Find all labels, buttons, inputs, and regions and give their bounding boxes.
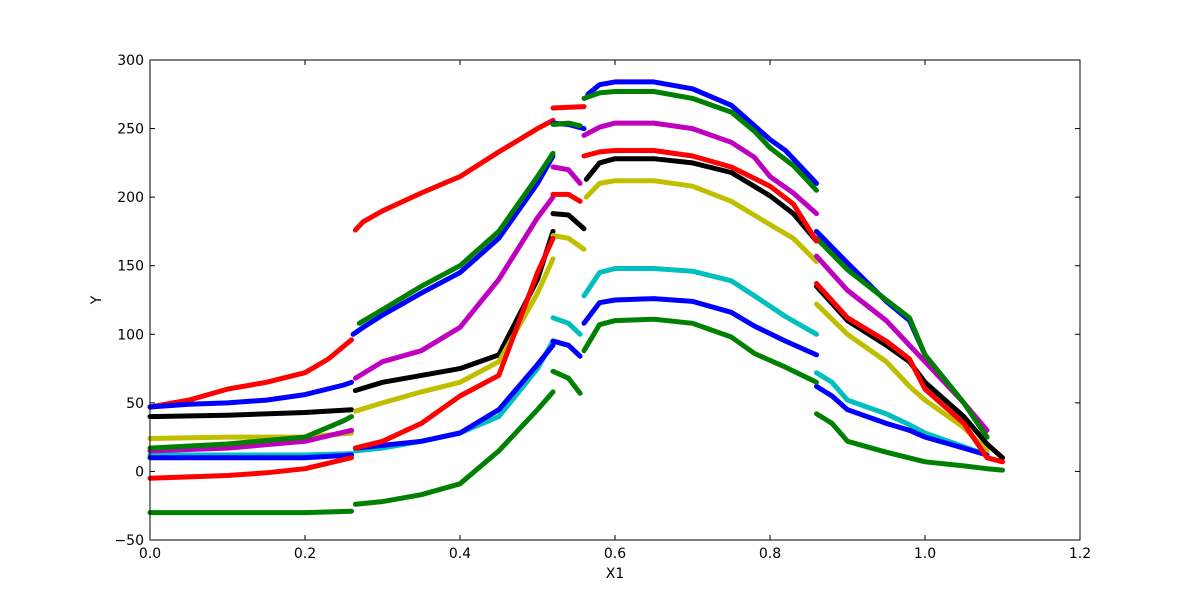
- series-segment: [550, 211, 587, 232]
- series-segment: [147, 508, 354, 516]
- series-5: [147, 120, 990, 454]
- series-segment: [814, 411, 1005, 473]
- x-tick-label: 0.8: [759, 546, 781, 562]
- x-tick-label: 0.2: [294, 546, 316, 562]
- series-segment: [814, 235, 990, 440]
- series-segment: [581, 266, 819, 337]
- series-segment: [352, 117, 556, 233]
- x-axis-label: X1: [606, 566, 625, 582]
- series-segment: [581, 148, 819, 244]
- series-segment: [583, 156, 819, 244]
- series-segment: [550, 164, 583, 186]
- x-tick-label: 0.0: [139, 546, 161, 562]
- series-segment: [550, 368, 583, 396]
- series-segment: [147, 427, 354, 454]
- y-tick-label: 100: [117, 327, 144, 343]
- y-tick-label: 200: [117, 190, 144, 206]
- series-6: [147, 89, 990, 451]
- series-segment: [352, 235, 556, 451]
- series-0: [147, 104, 587, 410]
- series-segment: [814, 281, 1005, 465]
- series-segment: [550, 338, 583, 359]
- x-tick-label: 0.6: [604, 546, 626, 562]
- series-segment: [583, 178, 819, 265]
- series-9: [147, 316, 1005, 516]
- y-tick-label: 300: [117, 53, 144, 69]
- x-tick-label: 0.4: [449, 546, 471, 562]
- series-segment: [352, 256, 556, 414]
- series-segment: [352, 389, 556, 507]
- series-segment: [585, 79, 819, 186]
- y-tick-label: −50: [114, 533, 144, 549]
- y-tick-label: 50: [126, 396, 144, 412]
- ticks-layer: 0.0 0.2 0.4 0.6 0.8 1.0 1.2 −50 0 50 100 150 200 250 3…: [114, 53, 1091, 562]
- x-tick-label: 1.2: [1069, 546, 1091, 562]
- series-segment: [581, 296, 819, 358]
- x-tick-label: 1.0: [914, 546, 936, 562]
- series-segment: [550, 120, 583, 129]
- series-segment: [550, 191, 583, 204]
- y-tick-label: 0: [135, 464, 144, 480]
- series-segment: [147, 379, 354, 410]
- series-segment: [550, 104, 587, 111]
- series-segment: [356, 150, 556, 326]
- series-segment: [352, 194, 556, 381]
- series-segment: [147, 414, 354, 451]
- series-segment: [581, 89, 819, 193]
- series-segment: [147, 452, 354, 461]
- series-segment: [352, 342, 556, 451]
- series-segment: [147, 455, 354, 481]
- y-tick-label: 150: [117, 259, 144, 275]
- series-7: [147, 296, 990, 461]
- y-tick-label: 250: [117, 122, 144, 138]
- series-segment: [350, 153, 556, 337]
- series-segment: [581, 316, 819, 385]
- y-axis-label: Y: [89, 295, 105, 305]
- series-8: [147, 148, 1005, 481]
- series-segment: [147, 407, 354, 420]
- series-segment: [147, 337, 354, 410]
- series-segment: [814, 383, 990, 458]
- series-segment: [550, 315, 583, 337]
- series-layer: [147, 79, 1005, 516]
- series-segment: [581, 120, 819, 217]
- series-segment: [550, 233, 587, 252]
